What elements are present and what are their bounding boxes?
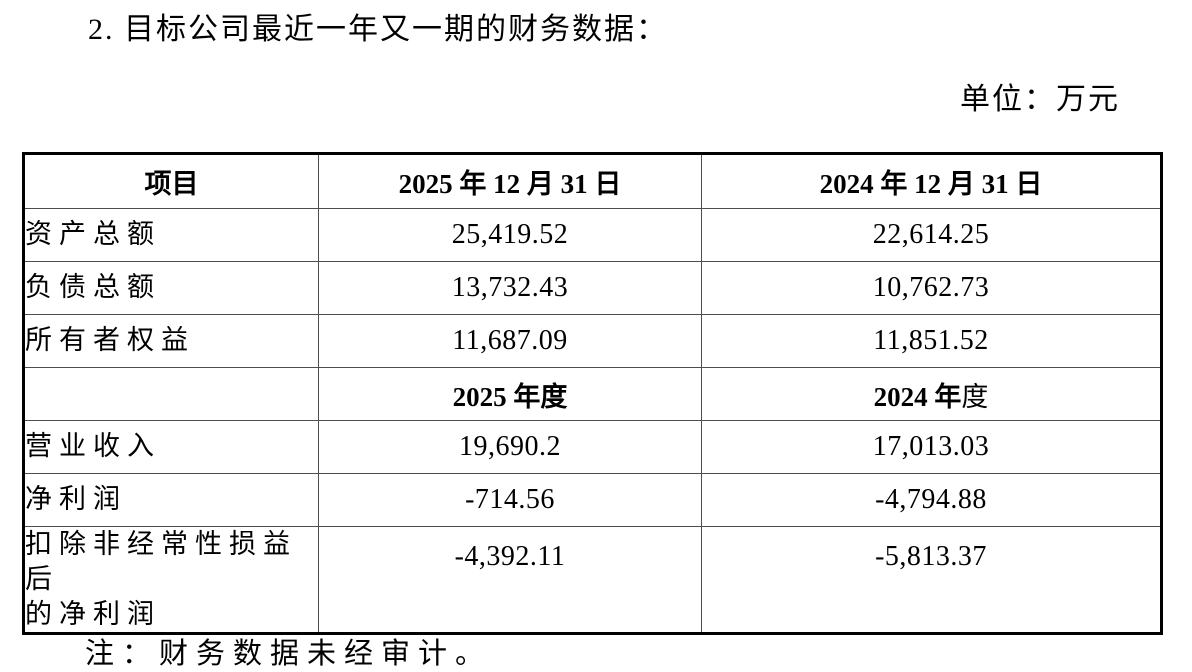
value-2025: 25,419.52: [318, 208, 702, 262]
section-title: 2. 目标公司最近一年又一期的财务数据：: [88, 13, 668, 46]
table-row-owners-equity: 所有者权益 11,687.09 11,851.52: [23, 314, 1162, 368]
value-2024: 10,762.73: [701, 261, 1162, 315]
row-label: 营业收入: [23, 420, 319, 474]
table-row-operating-revenue: 营业收入 19,690.2 17,013.03: [23, 420, 1162, 474]
subheader-year-2024-suffix: 度: [961, 381, 989, 412]
subheader-year-2024: 2024 年度: [701, 367, 1162, 421]
value-2024: 17,013.03: [701, 420, 1162, 474]
value-2025: 19,690.2: [318, 420, 702, 474]
value-2024: 11,851.52: [701, 314, 1162, 368]
header-date-2024: 2024 年 12 月 31 日: [701, 153, 1162, 209]
table-row-total-assets: 资产总额 25,419.52 22,614.25: [23, 208, 1162, 262]
row-label: 资产总额: [23, 208, 319, 262]
footnote: 注：财务数据未经审计。: [85, 638, 493, 670]
header-item: 项目: [23, 153, 319, 209]
empty-cell: [23, 367, 319, 421]
value-2024: -5,813.37: [701, 525, 1162, 635]
value-2024: 22,614.25: [701, 208, 1162, 262]
row-label: 所有者权益: [23, 314, 319, 368]
financial-data-table: 项目 2025 年 12 月 31 日 2024 年 12 月 31 日 资产总…: [22, 152, 1163, 636]
subheader-year-2025: 2025 年度: [318, 367, 702, 421]
unit-label: 单位：万元: [960, 83, 1120, 116]
row-label: 扣除非经常性损益后 的净利润: [23, 525, 319, 635]
subheader-year-2024-bold: 2024 年: [873, 381, 962, 412]
value-2025: -4,392.11: [318, 525, 702, 635]
table-row-net-profit-excl-nonrecurring: 扣除非经常性损益后 的净利润 -4,392.11 -5,813.37: [23, 525, 1162, 635]
value-2025: 11,687.09: [318, 314, 702, 368]
value-2025: -714.56: [318, 473, 702, 527]
value-2025: 13,732.43: [318, 261, 702, 315]
table-row-total-liabilities: 负债总额 13,732.43 10,762.73: [23, 261, 1162, 315]
table-row-net-profit: 净利润 -714.56 -4,794.88: [23, 473, 1162, 527]
table-subheader-period-row: 2025 年度 2024 年度: [23, 367, 1162, 421]
table-header-row: 项目 2025 年 12 月 31 日 2024 年 12 月 31 日: [23, 153, 1162, 209]
row-label: 负债总额: [23, 261, 319, 315]
value-2024: -4,794.88: [701, 473, 1162, 527]
row-label: 净利润: [23, 473, 319, 527]
header-date-2025: 2025 年 12 月 31 日: [318, 153, 702, 209]
